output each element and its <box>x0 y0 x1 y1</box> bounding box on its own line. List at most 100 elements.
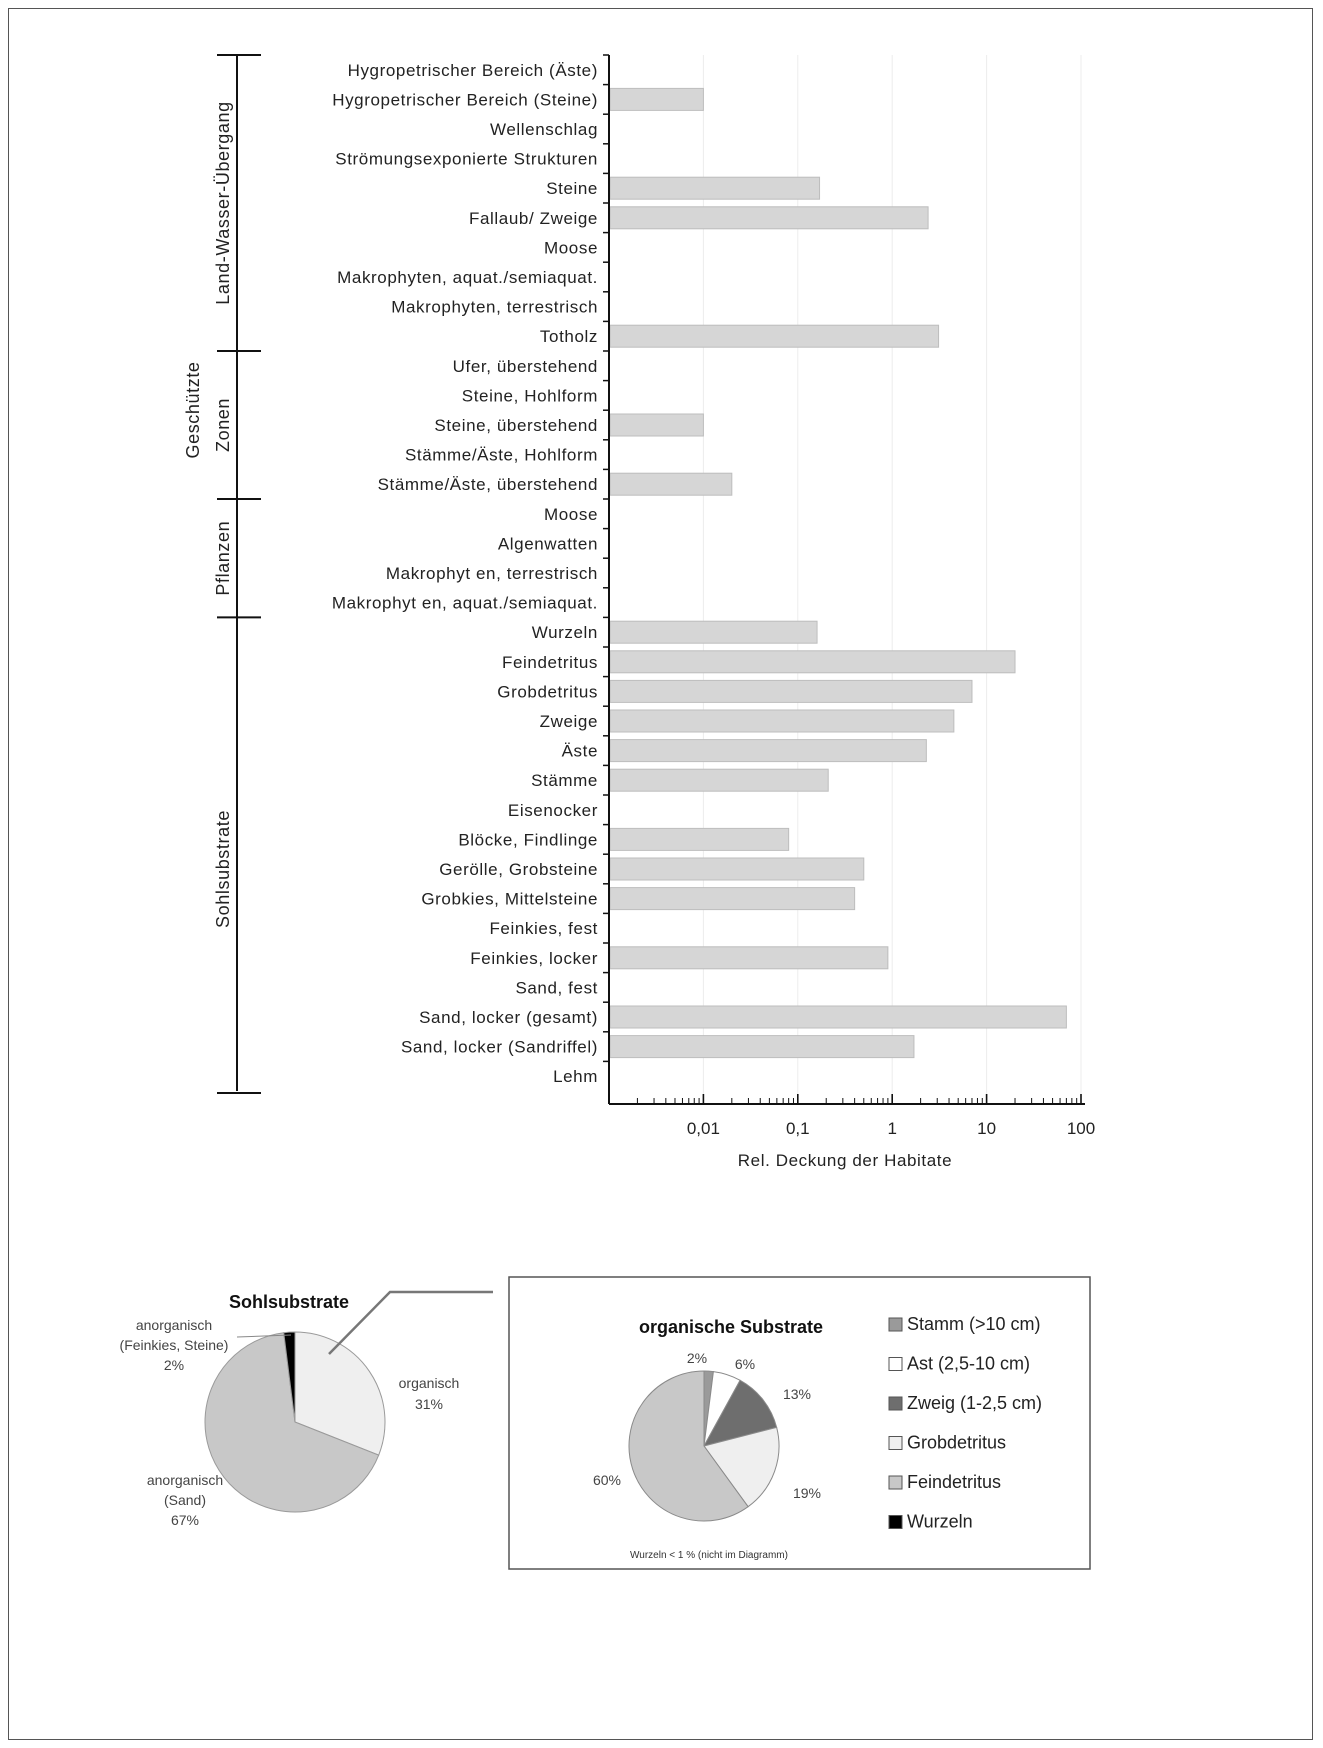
category-label-sand-fest: Sand, fest <box>515 978 598 997</box>
category-label-steine-uberstehend: Steine, überstehend <box>434 416 598 435</box>
bar-grobdetritus <box>609 679 973 703</box>
category-label-makrophyt-en-aquat-semiaquat: Makrophyt en, aquat./semiaquat. <box>332 594 598 613</box>
organische-substrate-pie-chart: organische Substrate 2% 6% 13% 19% 60% Wurzeln… <box>508 1276 1091 1570</box>
pie-slice-organisch <box>294 1331 386 1456</box>
pie-label-feinkies-line1: anorganisch <box>136 1317 212 1333</box>
bar-feinkies-locker <box>609 946 889 970</box>
pie-label-sand-line1: anorganisch <box>147 1472 223 1488</box>
category-label-stromungsexponierte-strukturen: Strömungsexponierte Strukturen <box>335 150 598 169</box>
figure-frame: Hygropetrischer Bereich (Äste) Hygropetri… <box>8 8 1313 1740</box>
legend-swatch-feindetritus <box>888 1475 903 1490</box>
category-label-aste: Äste <box>562 742 598 761</box>
pie-value-grobdetritus: 19% <box>793 1485 821 1501</box>
category-label-totholz: Totholz <box>540 327 598 346</box>
x-tick-label: 0,1 <box>786 1119 810 1138</box>
pie-value-zweig-1-2-5-cm: 13% <box>783 1386 811 1402</box>
bar-steine-uberstehend <box>609 413 704 437</box>
x-axis-title: Rel. Deckung der Habitate <box>738 1151 952 1170</box>
legend-swatch-grobdetritus <box>888 1436 903 1450</box>
legend-label-wurzeln: Wurzeln <box>907 1512 973 1532</box>
category-label-feinkies-locker: Feinkies, locker <box>470 949 598 968</box>
x-tick-label: 0,01 <box>687 1119 720 1138</box>
pie-slice-grobdetritus <box>703 1426 780 1508</box>
category-label-zweige: Zweige <box>540 712 598 731</box>
habitat-bar-chart: Hygropetrischer Bereich (Äste) Hygropetri… <box>183 54 1095 1170</box>
bar-sand-locker-sandriffel <box>609 1035 915 1059</box>
bar-gerolle-grobsteine <box>609 857 865 881</box>
group-label-zonen: Zonen <box>213 398 233 452</box>
category-label-makrophyten-terrestrisch: Makrophyten, terrestrisch <box>391 298 598 317</box>
category-label-lehm: Lehm <box>553 1067 598 1086</box>
category-label-sand-locker-gesamt: Sand, locker (gesamt) <box>419 1008 598 1027</box>
category-label-stamme-aste-uberstehend: Stämme/Äste, überstehend <box>378 475 598 494</box>
sohlsubstrate-pie-chart: Sohlsubstrate organisch 31% anorganisch (Fei… <box>120 1292 460 1528</box>
group-label-pflanzen: Pflanzen <box>213 521 233 596</box>
pie-value-stamm-10-cm: 2% <box>687 1350 707 1366</box>
legend-label-zweig-1-2-5-cm: Zweig (1-2,5 cm) <box>907 1393 1042 1413</box>
category-label-makrophyten-aquat-semiaquat: Makrophyten, aquat./semiaquat. <box>337 268 598 287</box>
category-label-gerolle-grobsteine: Gerölle, Grobsteine <box>439 860 598 879</box>
pie-slice-anorganisch-feinkies-steine <box>283 1331 296 1423</box>
bar-zweige <box>609 709 955 733</box>
pie-title: Sohlsubstrate <box>229 1292 349 1312</box>
category-label-ufer-uberstehend: Ufer, überstehend <box>453 357 598 376</box>
category-label-hygropetrischer-bereich-aste: Hygropetrischer Bereich (Äste) <box>348 61 598 80</box>
pie-value-organisch: 31% <box>415 1396 443 1412</box>
category-label-grobdetritus: Grobdetritus <box>497 682 598 701</box>
pie-value-ast-2-5-10-cm: 6% <box>735 1356 755 1372</box>
category-label-grobkies-mittelsteine: Grobkies, Mittelsteine <box>421 890 598 909</box>
category-label-makrophyt-en-terrestrisch: Makrophyt en, terrestrisch <box>386 564 598 583</box>
category-label-algenwatten: Algenwatten <box>498 534 598 553</box>
bar-stamme-aste-uberstehend <box>609 472 733 496</box>
legend-swatch-zweig-1-2-5-cm <box>888 1396 903 1411</box>
category-label-wurzeln: Wurzeln <box>532 623 598 642</box>
category-label-wellenschlag: Wellenschlag <box>490 120 598 139</box>
pie-connector-line <box>328 1290 493 1355</box>
bar-wurzeln <box>609 620 818 644</box>
x-tick-label: 1 <box>887 1119 896 1138</box>
legend-label-ast-2-5-10-cm: Ast (2,5-10 cm) <box>907 1354 1030 1374</box>
bar-grobkies-mittelsteine <box>609 887 856 911</box>
group-label-land-wasser-ubergang: Land-Wasser-Übergang <box>213 101 233 304</box>
bar-aste <box>609 739 927 763</box>
bar-totholz <box>609 324 940 348</box>
pie-leader-line <box>236 1334 292 1338</box>
category-label-eisenocker: Eisenocker <box>508 801 598 820</box>
group-label-sohlsubstrate: Sohlsubstrate <box>213 810 233 928</box>
category-label-steine: Steine <box>546 179 598 198</box>
category-label-fallaub-zweige: Fallaub/ Zweige <box>469 209 598 228</box>
pie-slice-feindetritus <box>628 1370 749 1522</box>
bar-stamme <box>609 768 829 792</box>
pie-label-feinkies-line2: (Feinkies, Steine) <box>120 1337 229 1353</box>
legend-swatch-wurzeln <box>888 1515 903 1529</box>
legend-label-feindetritus: Feindetritus <box>907 1472 1001 1492</box>
category-label-hygropetrischer-bereich-steine: Hygropetrischer Bereich (Steine) <box>332 90 598 109</box>
pie-note: Wurzeln < 1 % (nicht im Diagramm) <box>630 1550 788 1561</box>
pie-label-organisch: organisch <box>399 1375 460 1391</box>
bar-fallaub-zweige <box>609 206 929 230</box>
pie-value-sand: 67% <box>171 1512 199 1528</box>
pie-slice-anorganisch-sand <box>204 1332 380 1513</box>
group-outer-label: Geschützte <box>183 361 203 458</box>
category-label-steine-hohlform: Steine, Hohlform <box>462 386 598 405</box>
category-label-sand-locker-sandriffel: Sand, locker (Sandriffel) <box>401 1038 598 1057</box>
x-tick-label: 10 <box>977 1119 996 1138</box>
x-tick-label: 100 <box>1067 1119 1095 1138</box>
figure-canvas: Hygropetrischer Bereich (Äste) Hygropetri… <box>120 54 1095 1570</box>
category-label-feinkies-fest: Feinkies, fest <box>489 919 598 938</box>
category-label-feindetritus: Feindetritus <box>502 653 598 672</box>
legend-swatch-ast-2-5-10-cm <box>888 1357 903 1371</box>
category-label-stamme: Stämme <box>531 771 598 790</box>
pie-label-sand-line2: (Sand) <box>164 1492 206 1508</box>
category-label-stamme-aste-hohlform: Stämme/Äste, Hohlform <box>405 446 598 465</box>
bar-hygropetrischer-bereich-steine <box>609 87 704 111</box>
legend-swatch-stamm-10-cm <box>888 1317 903 1332</box>
pie-slice-zweig-1-2-5-cm <box>703 1379 778 1447</box>
legend-label-stamm-10-cm: Stamm (>10 cm) <box>907 1314 1041 1334</box>
legend-label-grobdetritus: Grobdetritus <box>907 1433 1006 1453</box>
pie-title: organische Substrate <box>639 1317 823 1337</box>
organic-panel-border <box>508 1276 1091 1570</box>
category-label-blocke-findlinge: Blöcke, Findlinge <box>458 830 598 849</box>
bar-steine <box>609 176 821 200</box>
bar-sand-locker-gesamt <box>609 1005 1067 1029</box>
